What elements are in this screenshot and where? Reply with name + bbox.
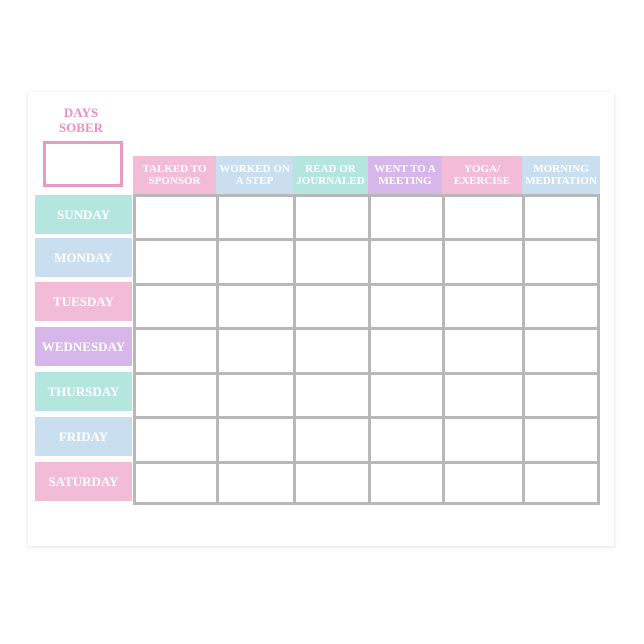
column-header: YOGA/ EXERCISE xyxy=(442,156,522,194)
check-cell[interactable] xyxy=(525,463,597,502)
day-label: TUESDAY xyxy=(35,282,132,321)
check-cell[interactable] xyxy=(445,285,522,328)
check-cell[interactable] xyxy=(445,419,522,461)
check-cell[interactable] xyxy=(296,330,368,372)
day-label: SUNDAY xyxy=(35,195,132,234)
days-sober-label: DAYS SOBER xyxy=(40,105,122,135)
check-cell[interactable] xyxy=(445,197,522,239)
days-sober-line2: SOBER xyxy=(58,120,104,135)
check-cell[interactable] xyxy=(525,374,597,417)
check-cell[interactable] xyxy=(136,374,216,417)
column-header: TALKED TO SPONSOR xyxy=(133,156,216,194)
check-cell[interactable] xyxy=(296,419,368,461)
check-cell[interactable] xyxy=(219,374,293,417)
check-cell[interactable] xyxy=(525,330,597,372)
check-cell[interactable] xyxy=(219,463,293,502)
check-cell[interactable] xyxy=(371,241,442,283)
days-sober-line1: DAYS xyxy=(63,105,99,120)
check-cell[interactable] xyxy=(525,285,597,328)
check-cell[interactable] xyxy=(136,419,216,461)
day-label: WEDNESDAY xyxy=(35,327,132,366)
check-cell[interactable] xyxy=(296,241,368,283)
column-header: READ OR JOURNALED xyxy=(293,156,368,194)
check-cell[interactable] xyxy=(371,463,442,502)
check-cell[interactable] xyxy=(525,197,597,239)
check-cell[interactable] xyxy=(445,374,522,417)
check-cell[interactable] xyxy=(371,330,442,372)
column-header: WENT TO A MEETING xyxy=(368,156,442,194)
day-label: FRIDAY xyxy=(35,417,132,456)
check-cell[interactable] xyxy=(525,419,597,461)
check-cell[interactable] xyxy=(371,374,442,417)
check-cell[interactable] xyxy=(219,285,293,328)
check-cell[interactable] xyxy=(219,419,293,461)
day-label: THURSDAY xyxy=(35,372,132,411)
check-cell[interactable] xyxy=(371,285,442,328)
days-sober-box[interactable] xyxy=(43,141,123,187)
check-cell[interactable] xyxy=(136,197,216,239)
column-header: WORKED ON A STEP xyxy=(216,156,293,194)
day-label: MONDAY xyxy=(35,238,132,277)
tracker-grid xyxy=(133,194,600,505)
check-cell[interactable] xyxy=(445,241,522,283)
check-cell[interactable] xyxy=(445,330,522,372)
check-cell[interactable] xyxy=(296,463,368,502)
check-cell[interactable] xyxy=(371,197,442,239)
check-cell[interactable] xyxy=(136,330,216,372)
check-cell[interactable] xyxy=(219,241,293,283)
check-cell[interactable] xyxy=(136,241,216,283)
check-cell[interactable] xyxy=(296,374,368,417)
day-label: SATURDAY xyxy=(35,462,132,501)
check-cell[interactable] xyxy=(136,285,216,328)
check-cell[interactable] xyxy=(371,419,442,461)
check-cell[interactable] xyxy=(296,197,368,239)
column-header: MORNING MEDITATION xyxy=(522,156,600,194)
check-cell[interactable] xyxy=(445,463,522,502)
check-cell[interactable] xyxy=(525,241,597,283)
check-cell[interactable] xyxy=(219,197,293,239)
check-cell[interactable] xyxy=(136,463,216,502)
check-cell[interactable] xyxy=(296,285,368,328)
check-cell[interactable] xyxy=(219,330,293,372)
